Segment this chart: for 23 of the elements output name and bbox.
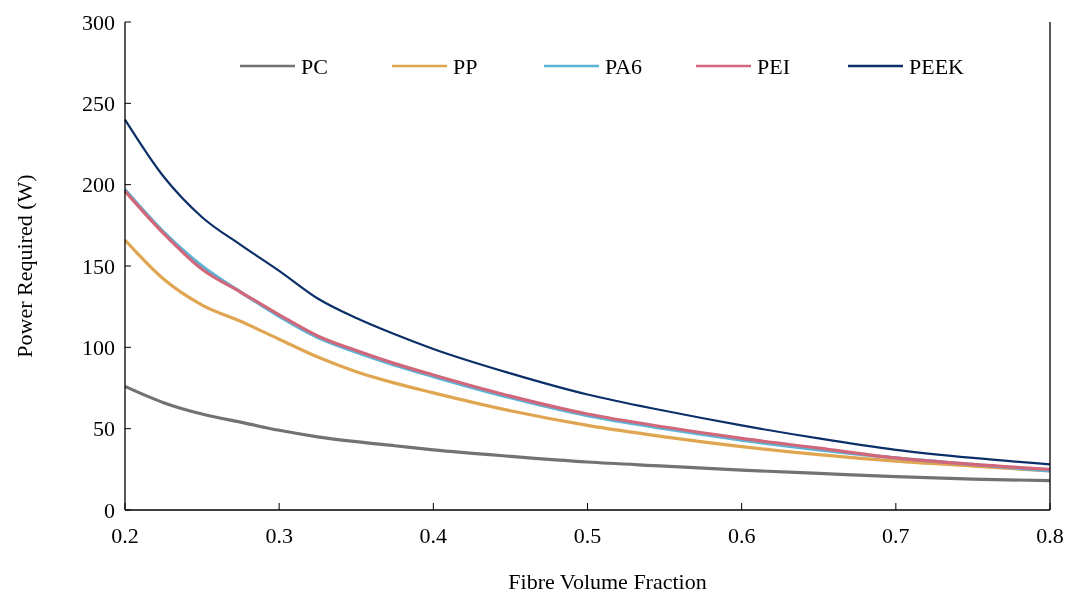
legend-label: PA6 bbox=[605, 53, 643, 79]
y-tick-label: 250 bbox=[82, 91, 115, 117]
line-series bbox=[123, 118, 1052, 466]
y-tick-label: 150 bbox=[82, 253, 115, 279]
x-axis-title: Fibre Volume Fraction bbox=[508, 569, 707, 594]
x-tick-label: 0.6 bbox=[727, 523, 756, 548]
x-tick-label: 0.7 bbox=[882, 523, 910, 548]
y-tick-label: 50 bbox=[93, 416, 115, 442]
y-tick-label: 100 bbox=[82, 335, 115, 361]
legend-label: PC bbox=[301, 53, 328, 79]
y-tick-label: 0 bbox=[104, 497, 115, 523]
legend-label: PEEK bbox=[909, 53, 965, 79]
legend-label: PP bbox=[453, 53, 478, 79]
y-tick-label: 200 bbox=[82, 172, 115, 198]
y-tick-label: 300 bbox=[82, 9, 115, 35]
x-tick-label: 0.3 bbox=[265, 523, 293, 548]
legend-label: PEI bbox=[757, 53, 790, 79]
x-tick-label: 0.8 bbox=[1036, 523, 1064, 548]
line-series bbox=[123, 384, 1052, 483]
x-tick-label: 0.4 bbox=[419, 523, 448, 548]
y-axis-title: Power Required (W) bbox=[12, 174, 37, 358]
x-tick-label: 0.2 bbox=[111, 523, 139, 548]
x-tick-label: 0.5 bbox=[573, 523, 602, 548]
